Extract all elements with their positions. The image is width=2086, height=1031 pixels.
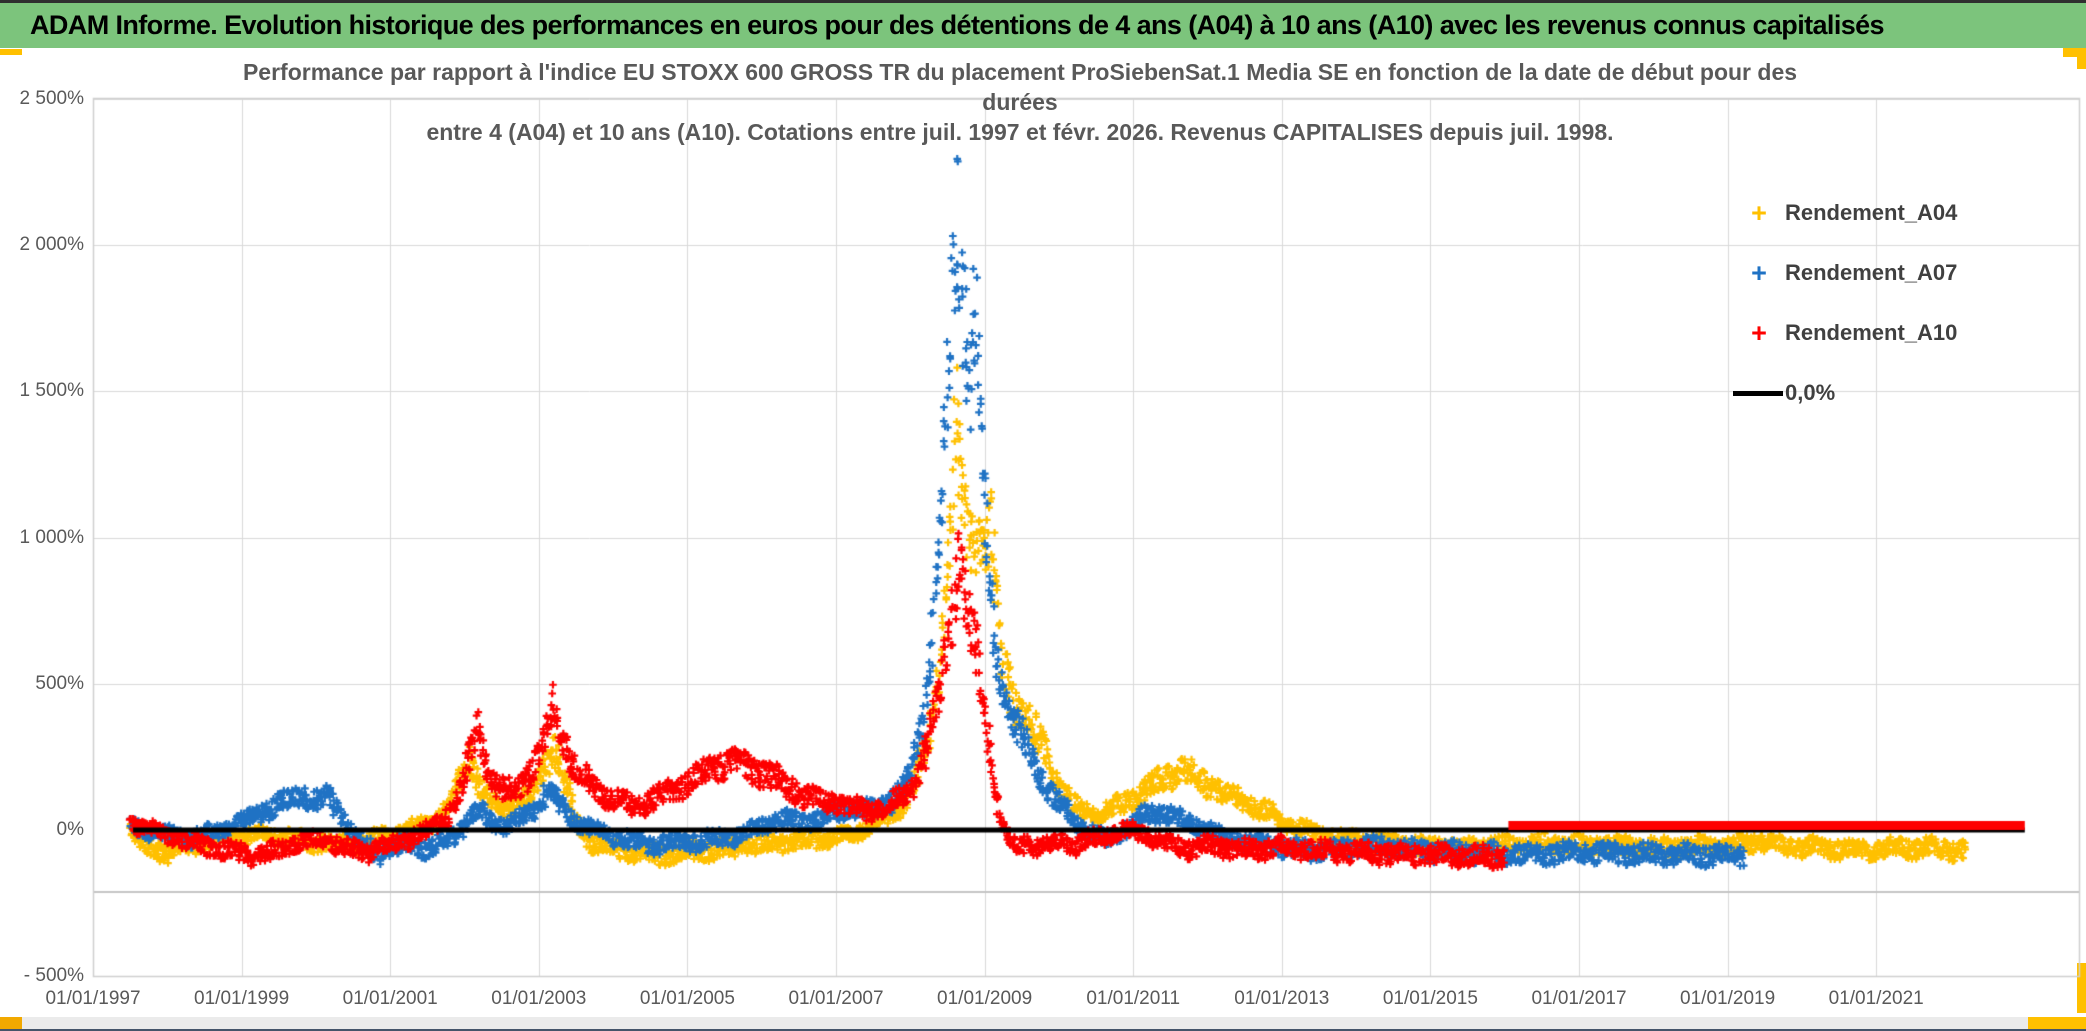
y-axis-label: 1 500%: [19, 380, 84, 402]
x-axis-label: 01/01/2011: [1086, 988, 1181, 1009]
x-axis-label: 01/01/2017: [1531, 988, 1627, 1009]
x-axis-label: 01/01/2013: [1234, 988, 1330, 1009]
legend-plus-marker-icon: +: [1751, 318, 1767, 348]
chart-title-line-1: Performance par rapport à l'indice EU ST…: [242, 59, 1798, 85]
x-axis-label: 01/01/2019: [1680, 988, 1776, 1009]
legend-label: Rendement_A10: [1785, 320, 1958, 345]
x-axis-label: 01/01/2015: [1382, 988, 1478, 1009]
y-axis-label: - 500%: [23, 965, 84, 987]
chart-title-line-2: durées: [982, 89, 1058, 115]
legend-label: Rendement_A04: [1785, 200, 1958, 225]
x-axis-label: 01/01/2009: [937, 988, 1033, 1009]
y-axis-label: 500%: [35, 672, 84, 694]
x-axis-label: 01/01/2005: [639, 988, 735, 1009]
chart-title-line-3: entre 4 (A04) et 10 ans (A10). Cotations…: [426, 119, 1614, 145]
legend-label: Rendement_A07: [1785, 260, 1958, 285]
x-axis-label: 01/01/2021: [1828, 988, 1924, 1009]
legend-item-rendement-a10[interactable]: + Rendement_A10: [1733, 303, 2073, 363]
chart-title: Performance par rapport à l'indice EU ST…: [170, 57, 1870, 147]
x-axis-label: 01/01/1999: [194, 988, 290, 1009]
x-axis-label: 01/01/1997: [45, 988, 141, 1009]
x-axis-label: 01/01/2003: [491, 988, 587, 1009]
legend-item-rendement-a04[interactable]: + Rendement_A04: [1733, 183, 2073, 243]
legend: + Rendement_A04 + Rendement_A07 + Rendement_A…: [1733, 183, 2073, 423]
legend-plus-marker-icon: +: [1751, 258, 1767, 288]
y-axis-label: 2 000%: [19, 234, 84, 256]
y-axis-label: 1 000%: [19, 526, 84, 548]
x-axis-label: 01/01/2001: [342, 988, 438, 1009]
legend-plus-marker-icon: +: [1751, 198, 1767, 228]
legend-label: 0,0%: [1785, 380, 1836, 405]
y-axis-label: 0%: [56, 819, 84, 840]
legend-line-marker-icon: [1733, 390, 1785, 396]
legend-item-rendement-a07[interactable]: + Rendement_A07: [1733, 243, 2073, 303]
y-axis-label: 2 500%: [19, 88, 84, 109]
x-axis-label: 01/01/2007: [788, 988, 884, 1009]
legend-item-0-0-[interactable]: 0,0%: [1733, 363, 2073, 423]
